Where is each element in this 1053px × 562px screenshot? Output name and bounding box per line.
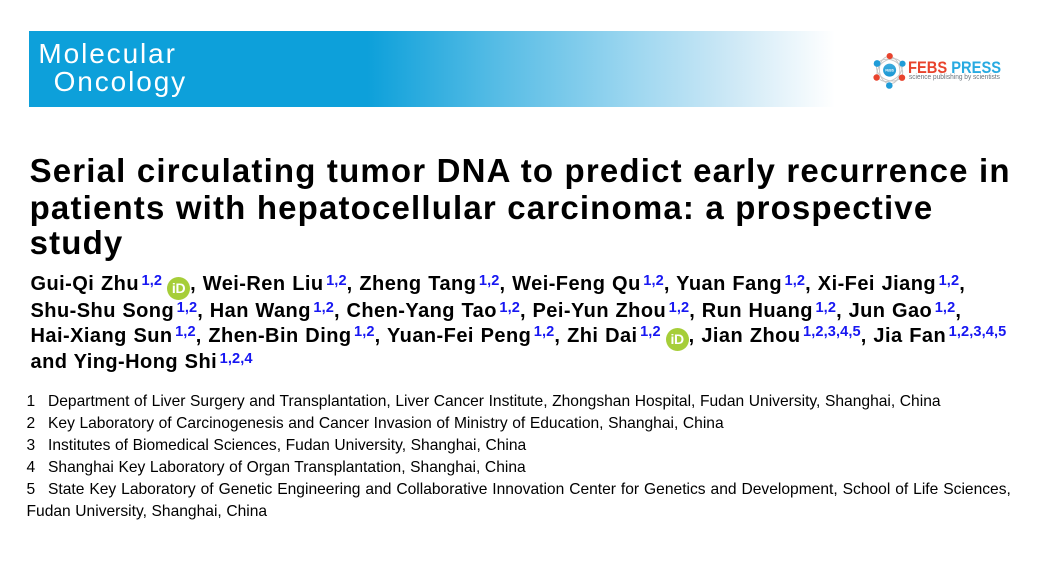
svg-text:FEBS: FEBS (885, 69, 894, 73)
